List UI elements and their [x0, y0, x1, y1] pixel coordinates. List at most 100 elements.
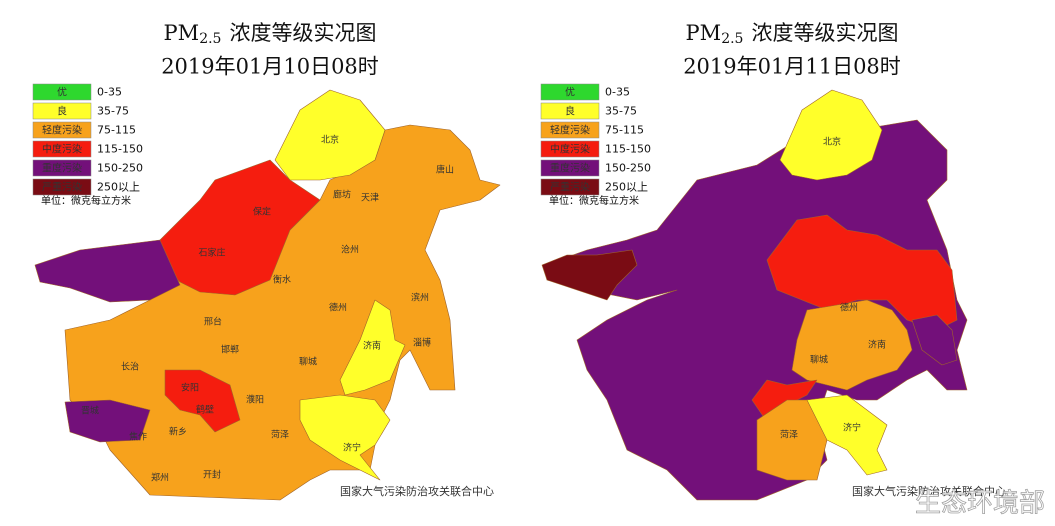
city-label: 沧州	[341, 244, 359, 256]
city-label: 晋城	[81, 406, 99, 417]
city-label: 衡水	[273, 274, 291, 286]
legend-range: 115-150	[605, 143, 651, 156]
watermark: 生态环境部	[915, 489, 1045, 519]
region	[766, 214, 958, 331]
region	[164, 369, 241, 433]
legend-swatch	[32, 140, 92, 158]
legend-label: 中度污染	[42, 143, 82, 156]
region-layer	[34, 89, 501, 501]
region	[64, 399, 151, 443]
region	[756, 399, 828, 481]
legend-label: 重度污染	[42, 162, 82, 175]
legend-range: 0-35	[97, 86, 122, 99]
map-panel: 北京 唐山 廊坊 天津 保定 石家庄 沧州 衡水 滨州 德州 邢台 济南 淄博 …	[32, 21, 501, 501]
legend-swatch	[540, 178, 600, 196]
city-label: 北京	[321, 134, 339, 146]
title-main: PM	[686, 21, 722, 45]
city-label: 焦作	[129, 431, 147, 443]
city-label: 邢台	[204, 316, 222, 328]
legend-swatch	[32, 178, 92, 196]
title-rest: 浓度等级实况图	[751, 21, 898, 45]
region	[779, 89, 883, 181]
region	[806, 394, 888, 476]
legend-range: 150-250	[97, 162, 143, 175]
legend-label: 良	[565, 105, 575, 118]
legend-label: 轻度污染	[550, 124, 590, 137]
city-label: 安阳	[181, 382, 199, 394]
legend-range: 250以上	[97, 181, 140, 194]
region	[274, 89, 386, 181]
legend-swatch	[540, 140, 600, 158]
region-layer	[541, 89, 968, 501]
region	[791, 299, 913, 391]
city-label: 德州	[329, 302, 347, 314]
legend-range: 250以上	[605, 181, 648, 194]
region	[911, 314, 958, 366]
region	[339, 299, 406, 396]
city-label: 石家庄	[198, 247, 225, 259]
legend-swatch	[540, 83, 600, 101]
city-label: 济南	[363, 340, 381, 352]
map-date: 2019年01月10日08时	[161, 55, 379, 79]
legend-swatch	[540, 102, 600, 120]
city-label: 济宁	[843, 422, 861, 434]
legend-label: 轻度污染	[42, 124, 82, 137]
city-label: 北京	[823, 136, 841, 148]
city-labels: 北京 德州 济南 聊城 菏泽 济宁	[780, 136, 886, 441]
city-labels: 北京 唐山 廊坊 天津 保定 石家庄 沧州 衡水 滨州 德州 邢台 济南 淄博 …	[81, 134, 454, 484]
legend-swatch	[32, 83, 92, 101]
city-label: 滨州	[411, 292, 429, 304]
city-label: 济宁	[343, 442, 361, 454]
title-subscript: 2.5	[721, 31, 743, 47]
city-label: 邯郸	[221, 344, 239, 356]
legend-swatch	[540, 121, 600, 139]
legend-range: 35-75	[605, 105, 637, 118]
legend-label: 重度污染	[550, 162, 590, 175]
legend-swatch	[32, 102, 92, 120]
region	[541, 249, 638, 301]
legend-unit: 单位：微克每立方米	[41, 194, 131, 207]
region	[34, 239, 181, 303]
legend-swatch	[540, 159, 600, 177]
legend-label: 优	[57, 86, 67, 99]
map-title: PM2.5 浓度等级实况图	[164, 21, 377, 48]
legend-label: 良	[57, 105, 67, 118]
legend-label: 优	[565, 86, 575, 99]
legend-swatch	[32, 159, 92, 177]
city-label: 濮阳	[246, 394, 264, 406]
city-label: 开封	[203, 469, 221, 481]
map-date: 2019年01月11日08时	[683, 55, 901, 79]
legend-range: 0-35	[605, 86, 630, 99]
map-panel: 北京 德州 济南 聊城 菏泽 济宁 PM2.5 浓度等级实况图 2019年01月11…	[540, 21, 1006, 501]
title-main: PM	[164, 21, 200, 45]
city-label: 郑州	[151, 472, 169, 484]
legend-label: 中度污染	[550, 143, 590, 156]
city-label: 聊城	[299, 356, 317, 368]
legend-label: 严重污染	[42, 181, 82, 194]
legend-swatch	[32, 121, 92, 139]
city-label: 保定	[253, 206, 271, 218]
legend-range: 150-250	[605, 162, 651, 175]
city-label: 唐山	[436, 164, 454, 176]
region	[299, 394, 391, 481]
legend-range: 75-115	[605, 124, 644, 137]
city-label: 淄博	[413, 337, 431, 349]
legend-range: 115-150	[97, 143, 143, 156]
city-label: 菏泽	[780, 430, 798, 441]
legend-range: 75-115	[97, 124, 136, 137]
city-label: 菏泽	[271, 430, 289, 441]
credit: 国家大气污染防治攻关联合中心	[852, 484, 1006, 498]
city-label: 德州	[840, 302, 858, 314]
city-label: 廊坊	[333, 189, 351, 201]
city-label: 新乡	[169, 426, 187, 438]
city-label: 天津	[361, 193, 379, 204]
legend-unit: 单位：微克每立方米	[549, 194, 639, 207]
title-subscript: 2.5	[199, 31, 221, 47]
credit: 国家大气污染防治攻关联合中心	[340, 484, 494, 498]
title-rest: 浓度等级实况图	[229, 21, 376, 45]
city-label: 济南	[868, 339, 886, 351]
map-title: PM2.5 浓度等级实况图	[686, 21, 899, 48]
